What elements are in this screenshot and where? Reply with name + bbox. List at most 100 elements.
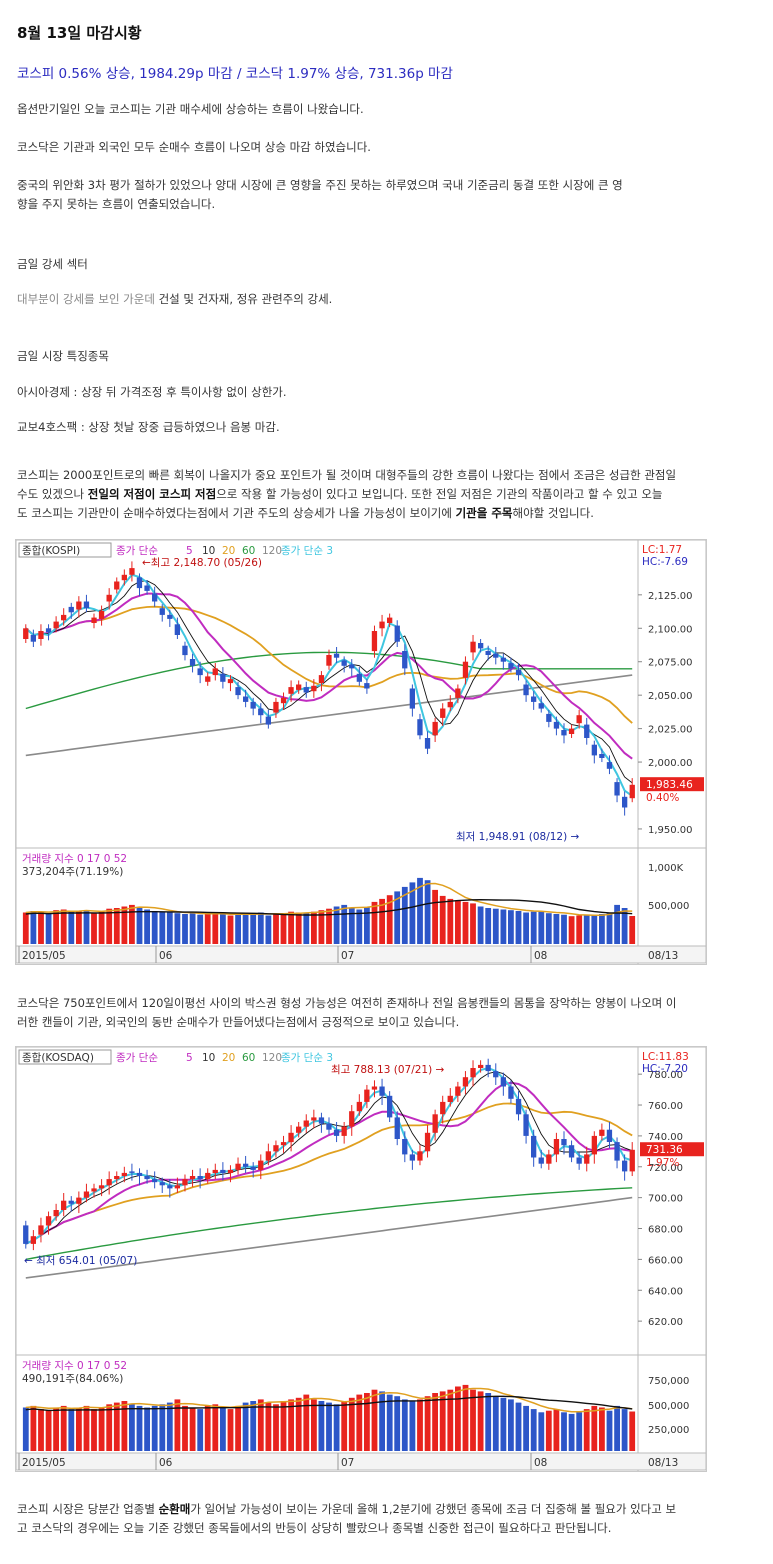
volume-legend-label: 거래량 지수 0 17 0 52 <box>22 853 127 865</box>
ma-period-label: 120 <box>262 1052 282 1064</box>
volume-bar <box>348 1397 355 1451</box>
volume-bar <box>432 1393 438 1451</box>
volume-bar <box>364 907 370 944</box>
candle-body <box>606 762 613 769</box>
paragraph-line: 러한 캔들이 기관, 외국인의 동반 순매수가 만들어냈다는점에서 긍정적으로 … <box>17 1015 460 1029</box>
candle-body <box>83 1191 90 1198</box>
bold-text: 순환매 <box>158 1502 191 1516</box>
volume-bar <box>295 1397 302 1451</box>
x-tick-label: 2015/05 <box>22 1457 66 1469</box>
volume-bar <box>417 877 423 944</box>
volume-bar <box>38 911 44 944</box>
volume-tick-label: 1,000K <box>648 863 684 874</box>
candle-body <box>212 668 218 676</box>
candle-body <box>303 687 309 693</box>
date-label: 08/13 <box>648 1457 678 1469</box>
candle-body <box>394 1117 400 1139</box>
candle-body <box>121 574 127 581</box>
ma-period-label: 60 <box>242 1052 255 1064</box>
volume-bar <box>38 1409 44 1451</box>
volume-bar <box>242 1402 249 1451</box>
candle-body <box>455 688 461 698</box>
candle-body <box>45 628 52 633</box>
candle-body <box>174 1185 180 1189</box>
volume-bar <box>113 1402 120 1451</box>
x-tick-label: 08 <box>534 950 547 962</box>
candle-body <box>394 625 400 642</box>
volume-bar <box>477 906 484 944</box>
candle-body <box>387 1095 393 1118</box>
volume-bar <box>424 880 431 944</box>
volume-ma-line-long <box>25 1395 633 1412</box>
volume-bar <box>492 1396 499 1451</box>
candle-body <box>227 1169 234 1173</box>
candle-body <box>311 1117 317 1121</box>
bold-text: 전일의 저점이 코스피 저점 <box>87 487 217 501</box>
ma-period-label: 10 <box>202 1052 215 1064</box>
candle-body <box>622 1160 628 1172</box>
candle-body <box>83 601 90 609</box>
low-annotation: ← 최저 654.01 (05/07) <box>24 1255 137 1267</box>
high-annotation: 최고 788.13 (07/21) → <box>331 1064 445 1076</box>
volume-bar <box>227 915 234 944</box>
candle-body <box>409 1154 415 1161</box>
candle-body <box>326 1123 332 1130</box>
last-price-box <box>640 1142 704 1157</box>
candle-body <box>606 1129 613 1142</box>
candle-body <box>409 688 415 709</box>
volume-bar <box>599 1407 605 1451</box>
ma-line-10 <box>25 1081 633 1245</box>
candle-body <box>531 696 537 702</box>
candle-body <box>614 782 620 796</box>
candle-body <box>61 614 67 621</box>
candle-body <box>91 1188 97 1192</box>
volume-bar <box>348 908 355 944</box>
volume-bar <box>280 913 287 944</box>
volume-bar <box>591 915 598 944</box>
volume-bar <box>113 908 120 944</box>
candle-body <box>356 673 362 682</box>
y-tick-label: 2,000.00 <box>648 758 693 769</box>
volume-bar <box>470 903 476 944</box>
volume-bar <box>614 1405 620 1451</box>
volume-bar <box>621 1409 628 1451</box>
x-axis-bar <box>16 945 706 964</box>
volume-bar <box>106 1404 113 1451</box>
candle-body <box>273 1145 279 1152</box>
volume-bar <box>204 1405 211 1451</box>
candle-body <box>629 1149 635 1172</box>
volume-bar <box>311 1399 317 1451</box>
candle-body <box>167 1185 173 1189</box>
candle-body <box>341 660 347 666</box>
volume-bar <box>288 911 294 944</box>
volume-bar <box>30 911 37 944</box>
volume-bar <box>545 913 552 944</box>
volume-bar <box>91 912 97 944</box>
candle-body <box>296 684 302 690</box>
paragraph-conclusion: 코스피 시장은 당분간 업종별 순환매가 일어날 가능성이 보이는 가운데 올해… <box>17 1500 762 1538</box>
volume-bar <box>379 898 385 944</box>
volume-bar <box>212 913 219 944</box>
candle-body <box>280 1142 287 1146</box>
candle-body <box>311 685 317 692</box>
volume-bar <box>22 1407 29 1451</box>
paragraph-line: 코스피 시장은 당분간 업종별 순환매가 일어날 가능성이 보이는 가운데 올해… <box>17 1500 762 1519</box>
candle-body <box>30 1236 36 1244</box>
candle-body <box>106 1179 112 1186</box>
candle-body <box>182 1179 188 1186</box>
candle-body <box>561 1139 567 1146</box>
y-tick-label: 680.00 <box>648 1225 683 1236</box>
volume-bar <box>341 1401 348 1451</box>
candle-body <box>167 614 173 619</box>
volume-bar <box>159 911 166 944</box>
candle-body <box>402 651 408 669</box>
candle-body <box>455 1086 461 1096</box>
ma-line-3 <box>25 573 633 797</box>
candle-body <box>38 1225 44 1235</box>
candle-body <box>500 657 506 662</box>
candle-body <box>61 1200 67 1210</box>
volume-bar <box>280 1401 287 1451</box>
volume-bar <box>121 1401 128 1451</box>
lc-label: LC:1.77 <box>642 544 682 556</box>
candle-body <box>220 1169 226 1173</box>
